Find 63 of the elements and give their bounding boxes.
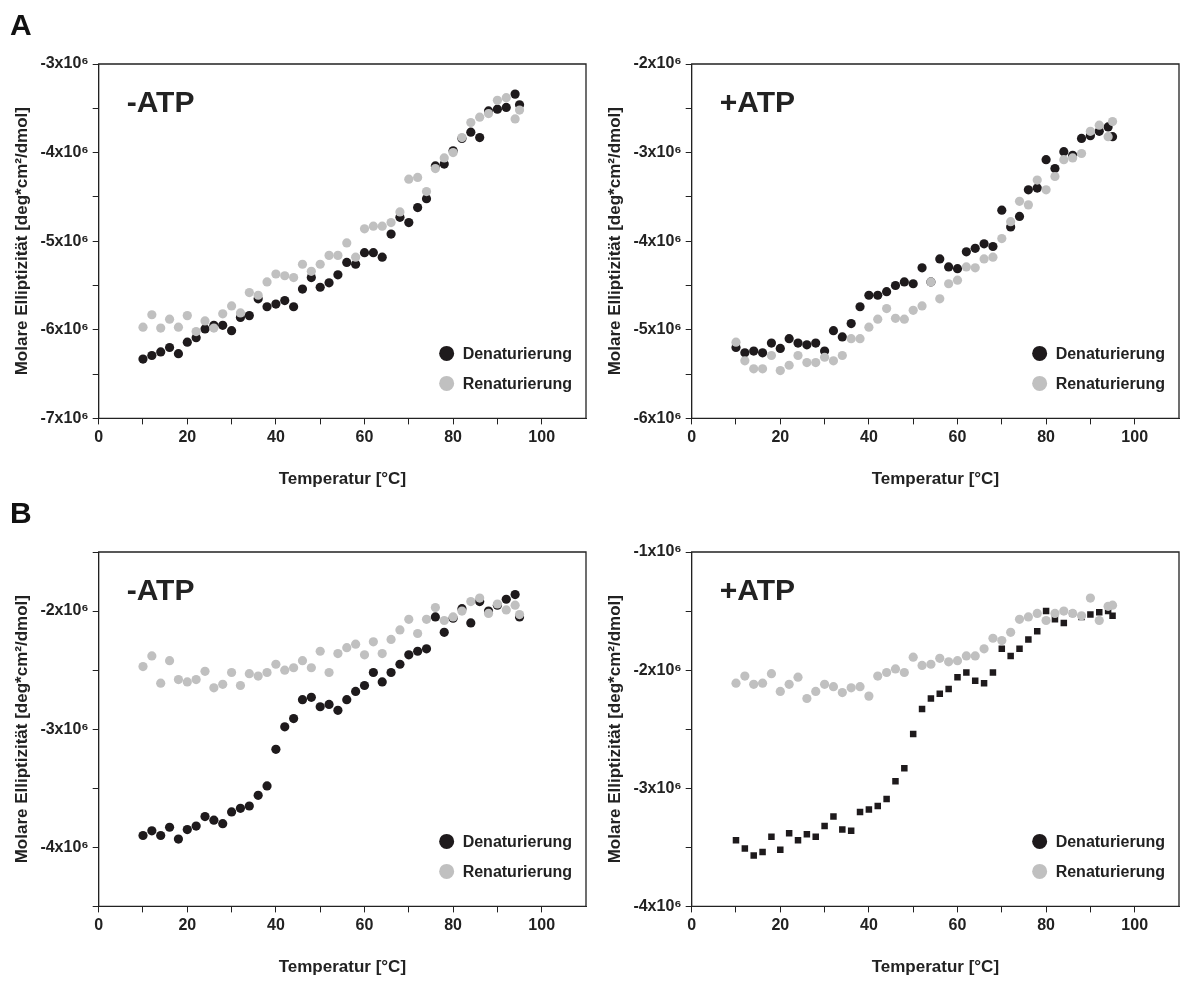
x-tick-label: 0 bbox=[94, 916, 104, 934]
y-tick-label: -4x10⁶ bbox=[40, 837, 89, 855]
x-axis-title: Temperatur [°C] bbox=[278, 469, 407, 489]
text: B bbox=[10, 496, 32, 529]
x-tick-label: 0 bbox=[687, 428, 697, 446]
y-axis-title: Molare Elliptizität [deg*cm²/dmol] bbox=[11, 107, 31, 376]
text: -ATP bbox=[126, 85, 195, 118]
y-tick-label: -3x10⁶ bbox=[40, 719, 89, 737]
y-axis-title: Molare Elliptizität [deg*cm²/dmol] bbox=[11, 595, 31, 864]
x-tick-label: 20 bbox=[771, 428, 790, 446]
x-tick-label: 80 bbox=[1037, 428, 1056, 446]
y-axis-title: Molare Elliptizität [deg*cm²/dmol] bbox=[604, 107, 624, 376]
x-tick-label: 100 bbox=[528, 428, 556, 446]
x-tick-label: 40 bbox=[266, 916, 285, 934]
x-tick-label: 0 bbox=[94, 428, 104, 446]
x-tick-label: 20 bbox=[771, 916, 790, 934]
text: +ATP bbox=[719, 573, 795, 606]
y-tick-label: -5x10⁶ bbox=[633, 320, 682, 338]
legend-label: Denaturierung bbox=[1055, 344, 1165, 362]
x-tick-label: 40 bbox=[266, 428, 285, 446]
y-tick-label: -2x10⁶ bbox=[633, 660, 682, 678]
legend-label: Renaturierung bbox=[462, 862, 572, 880]
y-tick-label: -4x10⁶ bbox=[40, 143, 89, 161]
x-axis-title: Temperatur [°C] bbox=[871, 957, 1000, 977]
y-tick-label: -2x10⁶ bbox=[40, 601, 89, 619]
x-axis-title: Temperatur [°C] bbox=[278, 957, 407, 977]
y-tick-label: -7x10⁶ bbox=[40, 408, 89, 426]
x-tick-label: 20 bbox=[178, 916, 197, 934]
x-tick-label: 100 bbox=[1121, 428, 1149, 446]
x-tick-label: 60 bbox=[355, 916, 374, 934]
x-tick-label: 80 bbox=[444, 916, 463, 934]
x-tick-label: 60 bbox=[948, 916, 967, 934]
text: A bbox=[10, 8, 32, 41]
legend-label: Denaturierung bbox=[1055, 832, 1165, 850]
x-tick-label: 0 bbox=[687, 916, 697, 934]
x-tick-label: 80 bbox=[1037, 916, 1056, 934]
legend-label: Renaturierung bbox=[1055, 862, 1165, 880]
x-tick-label: 100 bbox=[528, 916, 556, 934]
legend-label: Denaturierung bbox=[462, 832, 572, 850]
y-tick-label: -2x10⁶ bbox=[633, 54, 682, 72]
legend-label: Renaturierung bbox=[1055, 374, 1165, 392]
text: -ATP bbox=[126, 573, 195, 606]
y-tick-label: -3x10⁶ bbox=[633, 143, 682, 161]
y-tick-label: -4x10⁶ bbox=[633, 896, 682, 914]
y-tick-label: -4x10⁶ bbox=[633, 231, 682, 249]
y-tick-label: -3x10⁶ bbox=[40, 54, 89, 72]
legend-label: Denaturierung bbox=[462, 344, 572, 362]
x-tick-label: 40 bbox=[859, 916, 878, 934]
x-tick-label: 80 bbox=[444, 428, 463, 446]
y-tick-label: -6x10⁶ bbox=[633, 408, 682, 426]
y-tick-label: -3x10⁶ bbox=[633, 778, 682, 796]
x-tick-label: 20 bbox=[178, 428, 197, 446]
x-tick-label: 60 bbox=[948, 428, 967, 446]
legend-label: Renaturierung bbox=[462, 374, 572, 392]
x-axis-title: Temperatur [°C] bbox=[871, 469, 1000, 489]
y-axis-title: Molare Elliptizität [deg*cm²/dmol] bbox=[604, 595, 624, 864]
text: +ATP bbox=[719, 85, 795, 118]
x-tick-label: 40 bbox=[859, 428, 878, 446]
y-tick-label: -6x10⁶ bbox=[40, 320, 89, 338]
x-tick-label: 100 bbox=[1121, 916, 1149, 934]
y-tick-label: -5x10⁶ bbox=[40, 231, 89, 249]
y-tick-label: -1x10⁶ bbox=[633, 542, 682, 560]
x-tick-label: 60 bbox=[355, 428, 374, 446]
